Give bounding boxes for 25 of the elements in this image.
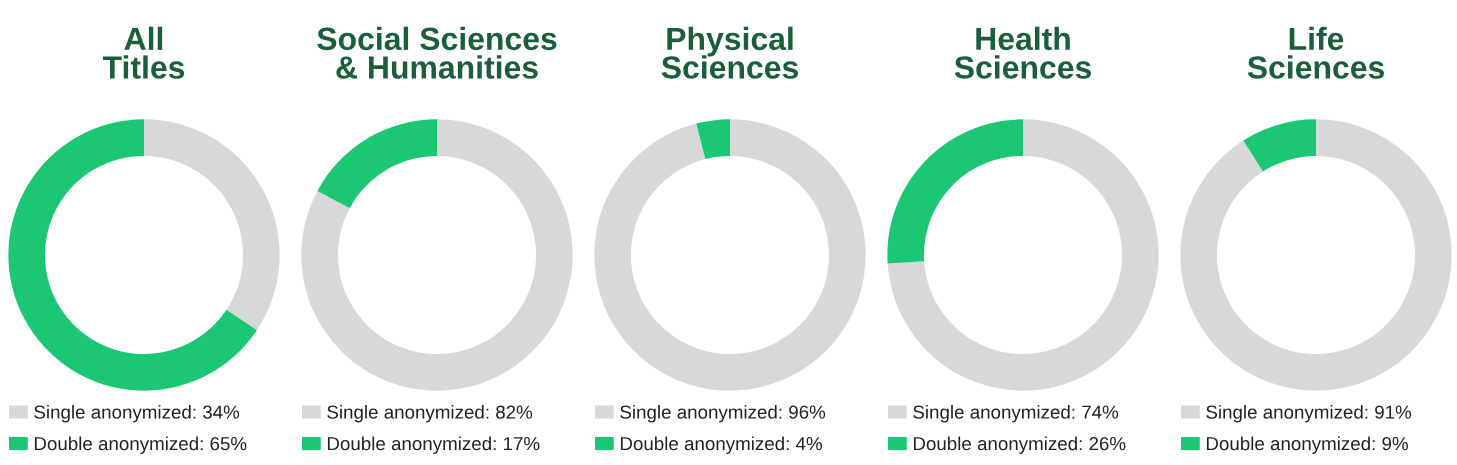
chart-title: Physical Sciences [661, 26, 798, 79]
donut-slice [696, 119, 730, 160]
donut-slice [594, 119, 866, 391]
legend-label: Double anonymized: 4% [620, 436, 822, 454]
legend-label: Single anonymized: 91% [1206, 404, 1412, 423]
chart-title: Life Sciences [1247, 26, 1384, 79]
chart-title: Social Sciences & Humanities [317, 26, 557, 79]
legend-label: Double anonymized: 17% [327, 436, 540, 454]
legend-label: Single anonymized: 34% [34, 404, 240, 423]
donut-slice [144, 119, 280, 331]
legend-label: Double anonymized: 9% [1206, 436, 1408, 454]
chart-title: Health Sciences [954, 26, 1091, 79]
donut-slice [1243, 119, 1316, 172]
legend-label: Single anonymized: 82% [327, 404, 533, 423]
legend-label: Double anonymized: 26% [913, 436, 1126, 454]
donut-slice [887, 119, 1159, 391]
donut-slice [1180, 119, 1452, 391]
donut-slice [301, 119, 573, 391]
legend-label: Double anonymized: 65% [34, 436, 247, 454]
donut-slice [887, 119, 1023, 264]
legend-label: Single anonymized: 96% [620, 404, 826, 423]
donut-slice [8, 119, 257, 391]
chart-title: All Titles [102, 26, 185, 79]
legend-label: Single anonymized: 74% [913, 404, 1119, 423]
donut-slice [317, 119, 437, 209]
